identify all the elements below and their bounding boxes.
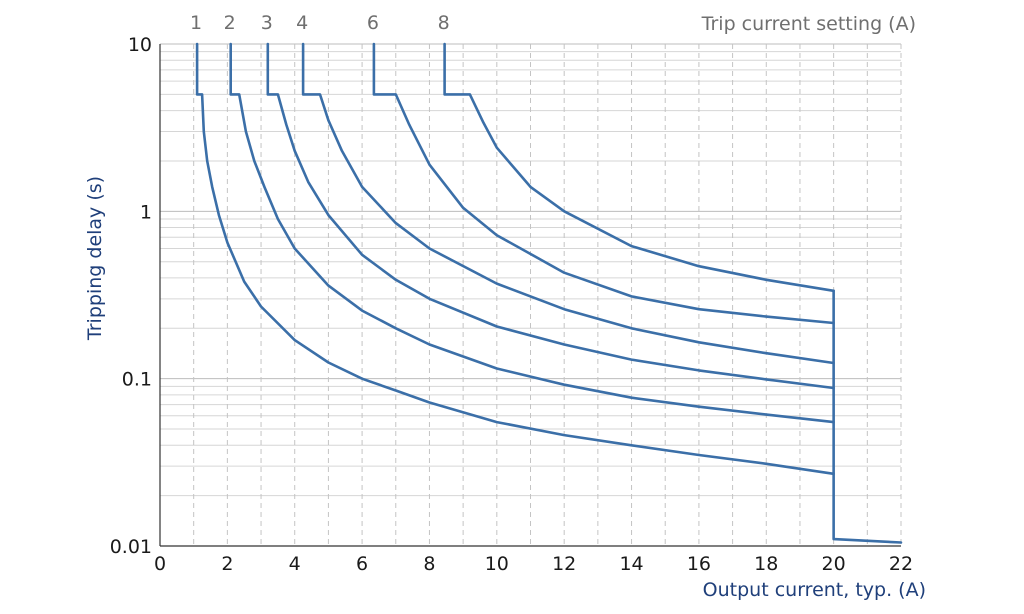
x-tick-label: 14 bbox=[619, 553, 643, 575]
x-tick-label: 8 bbox=[423, 553, 435, 575]
y-tick-label: 1 bbox=[140, 201, 152, 223]
x-tick-label: 10 bbox=[485, 553, 509, 575]
trip-curve-3 bbox=[266, 42, 835, 390]
x-tick-label: 2 bbox=[221, 553, 233, 575]
x-tick-label: 0 bbox=[154, 553, 166, 575]
trip-curve-2 bbox=[229, 42, 835, 424]
trip-curve-6 bbox=[372, 42, 835, 325]
curve-label-8: 8 bbox=[438, 12, 450, 34]
trip-curve-8 bbox=[443, 42, 835, 293]
y-axis-title: Tripping delay (s) bbox=[84, 176, 106, 341]
x-tick-label: 4 bbox=[289, 553, 301, 575]
curve-label-6: 6 bbox=[367, 12, 379, 34]
cutoff-line bbox=[832, 289, 903, 544]
x-tick-label: 16 bbox=[687, 553, 711, 575]
y-tick-label: 10 bbox=[128, 34, 152, 56]
x-tick-label: 6 bbox=[356, 553, 368, 575]
y-tick-label: 0.01 bbox=[110, 536, 152, 558]
axes bbox=[159, 44, 901, 547]
x-tick-label: 18 bbox=[754, 553, 778, 575]
top-axis-title: Trip current setting (A) bbox=[701, 13, 916, 35]
x-axis-title: Output current, typ. (A) bbox=[703, 579, 926, 601]
curves bbox=[195, 42, 903, 544]
x-tick-label: 12 bbox=[552, 553, 576, 575]
trip-curve-1 bbox=[195, 42, 835, 476]
y-tick-label: 0.1 bbox=[122, 369, 152, 391]
trip-curve-4 bbox=[301, 42, 835, 365]
curve-label-2: 2 bbox=[224, 12, 236, 34]
curve-label-1: 1 bbox=[190, 12, 202, 34]
grid bbox=[160, 43, 902, 547]
x-tick-label: 22 bbox=[889, 553, 913, 575]
curve-label-3: 3 bbox=[261, 12, 273, 34]
x-tick-label: 20 bbox=[822, 553, 846, 575]
curve-label-4: 4 bbox=[296, 12, 308, 34]
